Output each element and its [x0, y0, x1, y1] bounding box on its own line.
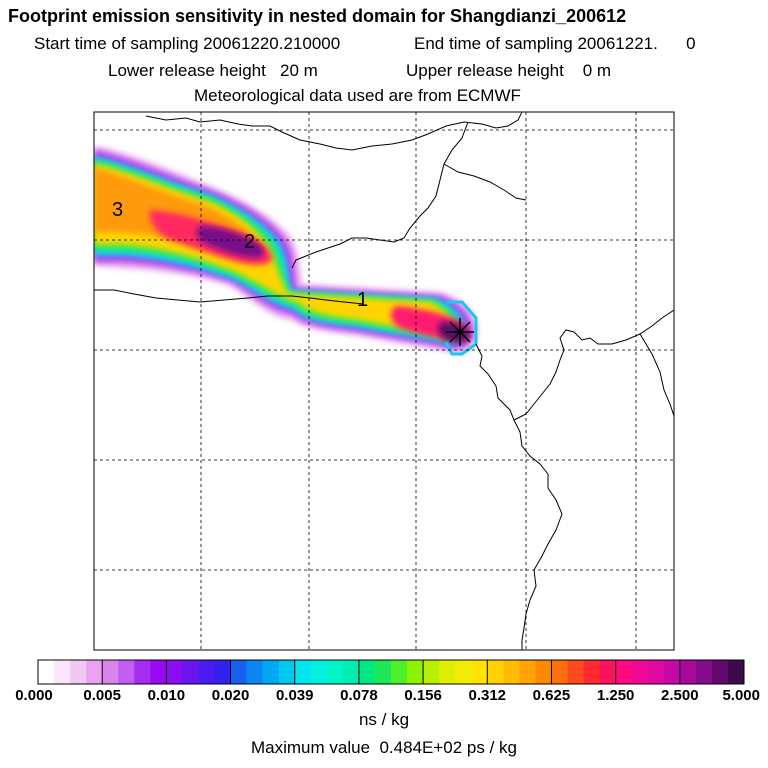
colorbar-segment	[102, 660, 119, 684]
colorbar-segment	[134, 660, 151, 684]
coast-bohai	[475, 309, 674, 421]
colorbar-frame	[37, 659, 745, 685]
colorbar-tick-label: 0.312	[468, 687, 506, 704]
colorbar-segment	[166, 660, 183, 684]
max-value-label: Maximum value 0.484E+02 ps / kg	[251, 738, 517, 757]
colorbar-tick-label: 0.010	[148, 687, 186, 704]
colorbar-segment	[278, 660, 296, 684]
colorbar-segment	[535, 660, 552, 684]
boundaries	[94, 112, 674, 650]
colorbar-segment	[615, 660, 633, 684]
colorbar-segment	[182, 660, 199, 684]
plot-title: Footprint emission sensitivity in nested…	[8, 6, 627, 26]
colorbar-segment	[631, 660, 649, 684]
colorbar-segment	[38, 660, 55, 684]
plume-field	[94, 146, 478, 356]
colorbar-segment	[583, 660, 601, 684]
met-data-label: Meteorological data used are from ECMWF	[194, 86, 521, 105]
colorbar-segment	[727, 660, 745, 684]
colorbar-tick-label: 0.625	[533, 687, 571, 704]
colorbar-tick-label: 0.020	[212, 687, 250, 704]
colorbar-tick-labels: 0.000 0.005 0.010 0.020 0.039 0.078 0.156 0.312…	[15, 687, 760, 704]
border-west-loop	[94, 289, 365, 305]
colorbar-segment	[86, 660, 103, 684]
colorbar-segment	[455, 660, 472, 684]
colorbar-segment	[358, 660, 376, 684]
colorbar-segment	[214, 660, 232, 684]
colorbar-tick-label: 0.005	[83, 687, 121, 704]
colorbar-segment	[54, 660, 71, 684]
colorbar-segment	[487, 660, 504, 684]
end-sampling-label: End time of sampling 20061221. 0	[414, 34, 696, 53]
colorbar-segment	[262, 660, 280, 684]
coast-shandong	[513, 419, 563, 650]
border-north	[145, 112, 523, 151]
colorbar-tick-label: 1.250	[597, 687, 635, 704]
colorbar-unit-label: ns / kg	[358, 710, 410, 729]
colorbar-segment	[150, 660, 167, 684]
release-point-marker	[446, 318, 474, 346]
colorbar-segment	[647, 660, 665, 684]
colorbar-tick-label: 0.156	[404, 687, 442, 704]
colorbar-segment	[310, 660, 328, 684]
contour-label-1: 1	[357, 289, 368, 311]
colorbar-tick-label: 5.000	[722, 687, 760, 704]
grid-lines	[94, 112, 674, 650]
colorbar: 0.000 0.005 0.010 0.020 0.039 0.078 0.156 0.312…	[15, 659, 760, 704]
colorbar-segment	[246, 660, 264, 684]
colorbar-segment	[567, 660, 585, 684]
colorbar-segment	[711, 660, 729, 684]
colorbar-segment	[407, 660, 424, 684]
colorbar-tick-label: 2.500	[661, 687, 699, 704]
colorbar-segment	[695, 660, 713, 684]
colorbar-tick-label: 0.039	[276, 687, 314, 704]
border-ne	[443, 163, 527, 201]
colorbar-tick-label: 0.000	[15, 687, 53, 704]
colorbar-segment	[374, 660, 392, 684]
colorbar-tick-label: 0.078	[340, 687, 378, 704]
colorbar-segment	[118, 660, 135, 684]
colorbar-segment	[294, 660, 312, 684]
colorbar-segments	[38, 660, 745, 684]
colorbar-segment	[519, 660, 536, 684]
colorbar-segment	[70, 660, 87, 684]
colorbar-segment	[342, 660, 360, 684]
colorbar-segment	[198, 660, 215, 684]
colorbar-segment	[599, 660, 617, 684]
contour-label-2: 2	[244, 231, 255, 253]
map-frame	[93, 111, 675, 651]
colorbar-segment	[679, 660, 697, 684]
colorbar-segment	[551, 660, 568, 684]
lower-release-label: Lower release height 20 m	[108, 61, 318, 80]
colorbar-segment	[503, 660, 520, 684]
coast-korea	[639, 333, 674, 417]
upper-release-label: Upper release height 0 m	[406, 61, 612, 80]
colorbar-segment	[471, 660, 488, 684]
colorbar-segment	[663, 660, 681, 684]
map-plot: 3 2 1	[93, 111, 675, 651]
colorbar-segment	[439, 660, 456, 684]
border-east-mongolia	[291, 121, 469, 269]
start-sampling-label: Start time of sampling 20061220.210000	[34, 34, 341, 53]
colorbar-segment	[423, 660, 440, 684]
colorbar-segment	[326, 660, 344, 684]
contour-label-3: 3	[112, 199, 123, 221]
colorbar-segment	[391, 660, 408, 684]
plume-core-west	[196, 226, 264, 258]
colorbar-segment	[230, 660, 248, 684]
